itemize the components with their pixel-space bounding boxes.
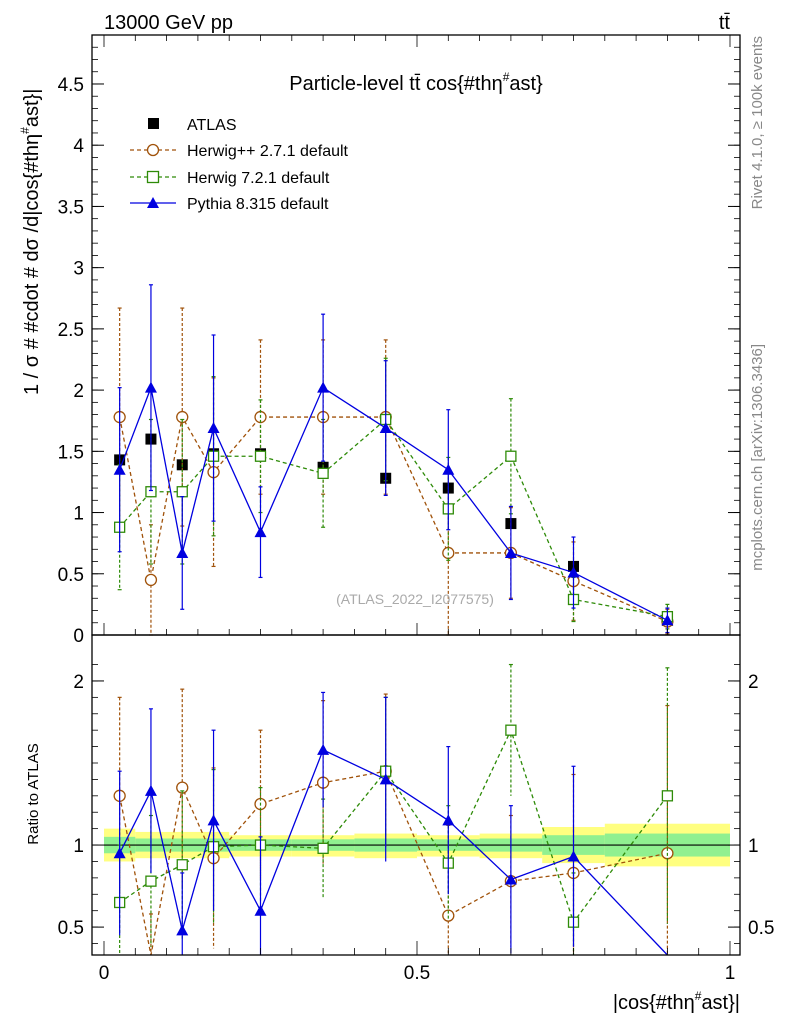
y-tick-label: 3 — [73, 259, 84, 280]
point-herwig7 — [317, 467, 329, 480]
series-herwigpp — [113, 307, 674, 636]
ratio-point-herwig7 — [145, 875, 157, 887]
chart-title-main: Particle-level tt̄ cos{#thη — [289, 73, 502, 95]
ratio-point-herwig7 — [505, 724, 517, 736]
ratio-point-pythia — [317, 743, 330, 755]
point-herwigpp — [144, 573, 158, 587]
ratio-y-axis-label: Ratio to ATLAS — [25, 743, 42, 844]
legend-entry-herwig7: Herwig 7.2.1 default — [130, 170, 330, 187]
ratio-point-pythia — [207, 814, 220, 826]
rivet-label: Rivet 4.1.0, ≥ 100k events — [749, 36, 766, 209]
y-tick-label: 0.5 — [58, 565, 84, 586]
series-line-herwigpp — [119, 415, 668, 623]
process-label: tt̄ — [719, 12, 731, 34]
point-herwig7 — [505, 450, 517, 462]
legend-atlas-label: ATLAS — [187, 117, 237, 134]
point-pythia — [661, 614, 674, 626]
point-pythia — [379, 422, 392, 434]
main-panel: 0 0.5 1 1.5 2 2.5 3 3.5 4 4.5 Particle-level tt̄ … — [18, 34, 741, 647]
legend-atlas-marker — [148, 118, 159, 129]
point-pythia — [207, 422, 220, 434]
point-herwig7 — [176, 486, 188, 498]
legend-entry-pythia: Pythia 8.315 default — [130, 196, 329, 213]
series-line-pythia — [119, 385, 668, 621]
ratio-y-tick-label: 0.5 — [58, 918, 84, 939]
ratio-line-herwig7 — [119, 728, 668, 924]
x-axis-label: |cos{#thη#ast}| — [613, 989, 740, 1014]
point-pythia — [317, 381, 330, 393]
y-axis-label-main: 1 / σ # #cdot # dσ /d|cos{#thη — [21, 134, 43, 395]
ratio-point-herwig7 — [176, 859, 188, 871]
x-axis-label-end: ast}| — [701, 992, 740, 1014]
legend-entry-herwigpp: Herwig++ 2.7.1 default — [130, 143, 349, 160]
legend-pythia-marker — [147, 197, 159, 208]
x-tick-label: 0.5 — [404, 963, 430, 984]
ratio-point-pythia — [254, 904, 267, 916]
ratio-point-pythia — [113, 847, 126, 859]
legend-herwigpp-label: Herwig++ 2.7.1 default — [187, 143, 349, 160]
mcplots-label: mcplots.cern.ch [arXiv:1306.3436] — [749, 344, 766, 571]
ratio-point-pythia — [504, 873, 517, 885]
ratio-point-herwig7 — [317, 842, 329, 854]
point-pythia — [144, 381, 157, 393]
ratio-series-herwigpp — [113, 688, 674, 956]
y-tick-label: 3.5 — [58, 197, 84, 218]
ratio-y-tick-label-right: 2 — [748, 672, 759, 693]
point-herwigpp — [176, 410, 189, 424]
ratio-frame — [91, 634, 741, 956]
chart-title-sup: # — [503, 70, 510, 84]
x-tick-label: 0 — [99, 963, 110, 984]
series-pythia — [113, 284, 674, 634]
ratio-point-pythia — [379, 773, 392, 785]
ratio-point-pythia — [176, 924, 189, 936]
x-axis-label-sup: # — [695, 989, 702, 1003]
y-tick-label: 1.5 — [58, 442, 84, 463]
point-pythia — [442, 463, 455, 475]
point-pythia — [567, 566, 580, 578]
chart-title-end: ast} — [509, 73, 543, 95]
ratio-point-herwig7 — [661, 790, 674, 802]
point-pythia — [254, 526, 267, 538]
legend-herwig7-label: Herwig 7.2.1 default — [187, 170, 330, 187]
x-axis-label-main: |cos{#thη — [613, 992, 695, 1014]
legend-entry-atlas: ATLAS — [148, 117, 237, 134]
y-tick-label: 2.5 — [58, 320, 84, 341]
watermark: (ATLAS_2022_I2077575) — [336, 591, 494, 607]
chart-title: Particle-level tt̄ cos{#thη#ast} — [289, 70, 543, 95]
ratio-series-pythia — [113, 691, 668, 956]
ratio-point-herwigpp — [442, 909, 455, 922]
y-tick-label: 4 — [73, 136, 84, 157]
point-herwig7 — [254, 450, 267, 462]
legend-herwigpp-marker — [146, 143, 160, 157]
y-tick-label: 2 — [73, 381, 84, 402]
y-tick-label: 0 — [73, 626, 84, 647]
y-tick-label: 4.5 — [58, 75, 84, 96]
ratio-series-herwig7 — [114, 663, 674, 955]
series-line-herwig7 — [119, 418, 668, 618]
point-pythia — [176, 546, 189, 558]
y-axis-label-sup: # — [18, 127, 32, 134]
ratio-y-tick-label: 2 — [73, 672, 84, 693]
y-axis-label-end: ast}| — [21, 89, 43, 128]
beam-label: 13000 GeV pp — [104, 12, 233, 34]
legend: ATLAS Herwig++ 2.7.1 default Herwig 7.2.… — [130, 117, 349, 213]
legend-pythia-label: Pythia 8.315 default — [187, 196, 329, 213]
ratio-y-tick-label-right: 1 — [748, 836, 759, 857]
legend-herwig7-marker — [146, 170, 160, 184]
y-tick-label: 1 — [73, 504, 84, 525]
ratio-y-tick-label: 1 — [73, 836, 84, 857]
ratio-y-tick-label-right: 0.5 — [748, 918, 774, 939]
ratio-point-pythia — [442, 814, 455, 826]
point-pythia — [504, 546, 517, 558]
ratio-point-pythia — [567, 850, 580, 862]
point-pythia — [113, 463, 126, 475]
y-axis-label: 1 / σ # #cdot # dσ /d|cos{#thη#ast}| — [18, 89, 43, 395]
ratio-point-pythia — [144, 784, 157, 796]
ratio-panel: 0.5 0.5 1 1 2 2 0 0.5 1 Ratio to ATLAS |cos{#th… — [25, 634, 774, 1014]
x-tick-label: 1 — [725, 963, 736, 984]
